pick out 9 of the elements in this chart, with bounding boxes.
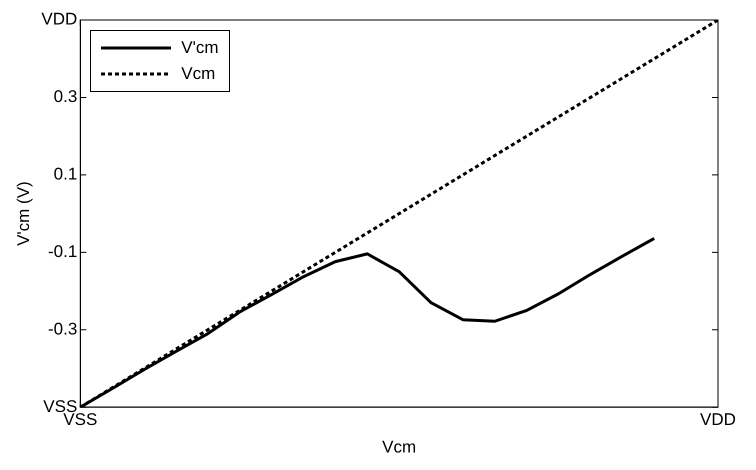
y-tick-label: 0.1: [54, 164, 78, 184]
legend-label: Vcm: [181, 64, 216, 84]
legend-label: V'cm: [181, 38, 219, 58]
y-axis-title: V'cm (V): [14, 181, 33, 246]
y-tick-label: VDD: [41, 10, 78, 29]
y-tick-label: -0.3: [48, 319, 78, 338]
y-tick-label: 0.3: [54, 87, 78, 106]
y-tick-label: -0.1: [48, 242, 78, 262]
x-axis-title: Vcm: [382, 437, 416, 456]
